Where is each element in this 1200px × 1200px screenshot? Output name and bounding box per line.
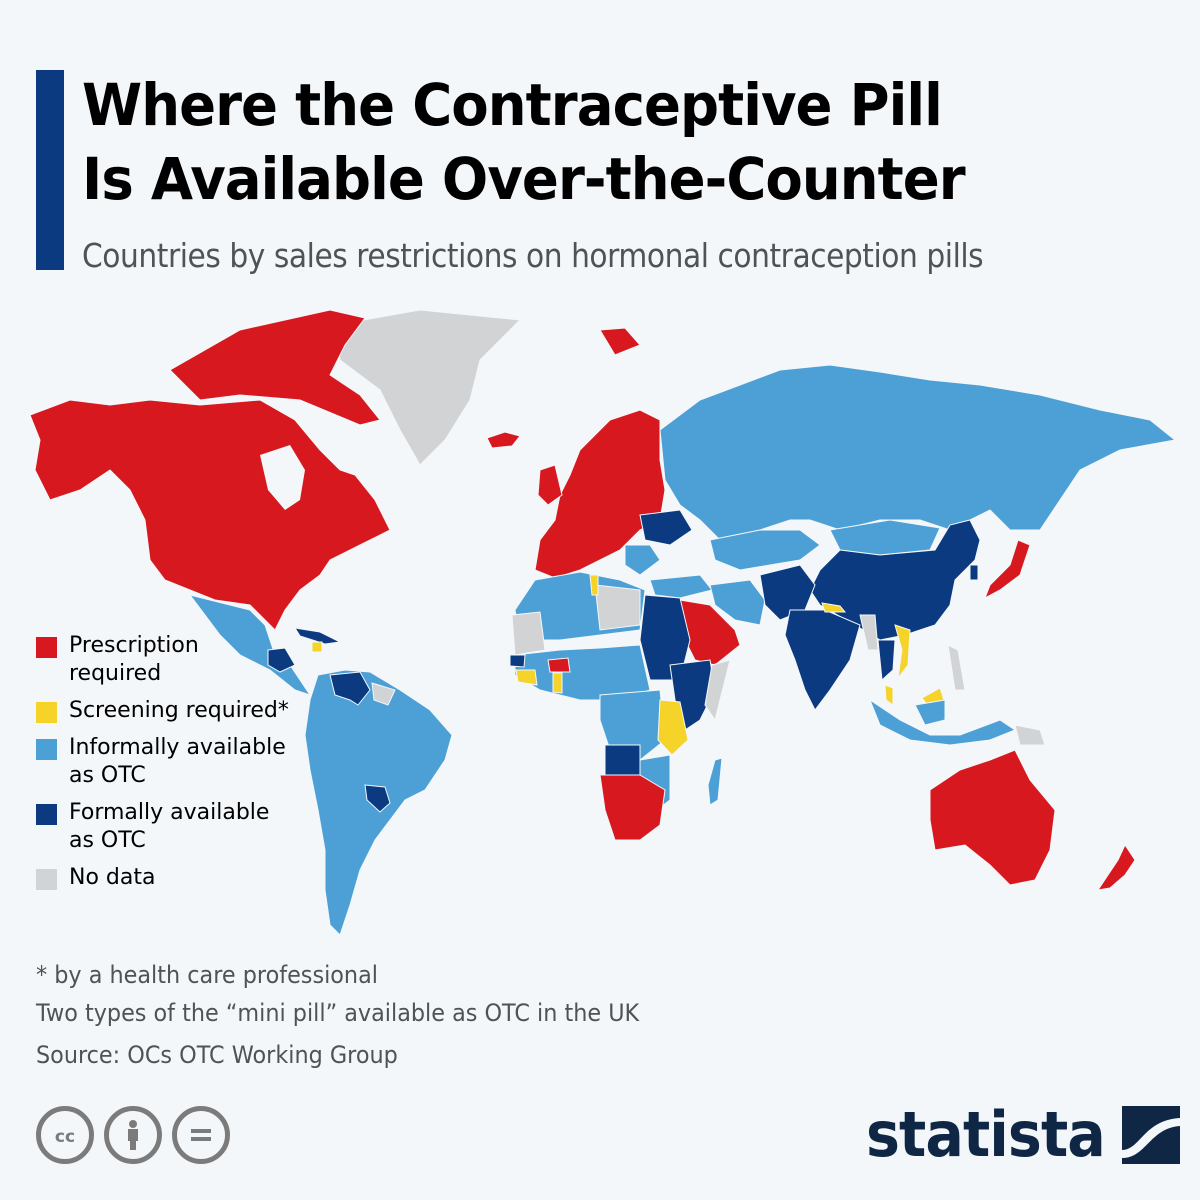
region-borneo [914, 699, 946, 726]
legend-item-informal-otc: Informally available as OTC [36, 734, 289, 790]
region-ghana [552, 672, 563, 694]
page-title: Where the Contraceptive Pill Is Availabl… [82, 68, 966, 216]
license-icons: cc [36, 1106, 230, 1164]
region-jamaica [311, 641, 323, 653]
svg-text:cc: cc [55, 1127, 75, 1147]
region-myanmar [859, 614, 879, 651]
region-madagascar [707, 757, 723, 806]
region-cuba [293, 627, 342, 645]
region-australia [929, 749, 1056, 886]
region-iceland [486, 431, 521, 449]
no-derivatives-icon[interactable] [172, 1106, 230, 1164]
region-turkey [649, 574, 713, 599]
region-tanzania-uganda [657, 699, 689, 756]
region-india [784, 609, 861, 711]
legend-label: Informally available as OTC [69, 735, 286, 788]
region-iran [709, 579, 766, 626]
region-senegal [509, 654, 526, 668]
region-greenland [334, 309, 522, 466]
source-note: Source: OCs OTC Working Group [36, 1041, 398, 1069]
region-canada-arctic [169, 309, 381, 426]
region-malaysia [884, 684, 894, 706]
region-libya-nodata [594, 584, 641, 631]
region-mauritania [511, 611, 546, 656]
map-legend: Prescription required Screening required… [36, 632, 289, 901]
swatch-screening [36, 702, 57, 723]
statista-logo-icon [1121, 1105, 1180, 1164]
legend-label: Prescription required [69, 633, 199, 686]
title-line-1: Where the Contraceptive Pill [82, 71, 943, 139]
page-subtitle: Countries by sales restrictions on hormo… [82, 236, 984, 275]
region-japan [984, 539, 1031, 600]
attribution-icon[interactable] [104, 1106, 162, 1164]
region-philippines [947, 644, 966, 691]
legend-label: Screening required* [69, 698, 289, 723]
uk-note: Two types of the “mini pill” available a… [36, 999, 640, 1027]
region-somalia [704, 659, 731, 722]
swatch-formal-otc [36, 804, 57, 825]
world-map [29, 309, 1177, 936]
swatch-no-data [36, 869, 57, 890]
region-china [809, 519, 981, 641]
region-nepal [821, 602, 847, 613]
legend-label: Formally available as OTC [69, 800, 270, 853]
region-vietnam [894, 624, 911, 680]
region-angola [604, 744, 641, 776]
legend-item-prescription: Prescription required [36, 632, 289, 688]
region-venezuela [329, 671, 371, 706]
region-indonesia [868, 698, 1017, 746]
region-svalbard [599, 327, 641, 356]
region-north-america [29, 399, 391, 631]
region-paraguay [364, 784, 391, 813]
region-guianas [371, 682, 396, 706]
footnote: * by a health care professional [36, 961, 378, 989]
region-uk [537, 464, 563, 506]
region-png [1014, 724, 1046, 746]
region-guatemala [267, 647, 296, 673]
swatch-prescription [36, 637, 57, 658]
region-southern-africa [599, 774, 666, 841]
region-europe [534, 409, 666, 579]
region-new-zealand [1096, 843, 1136, 891]
region-tunisia [589, 574, 599, 596]
legend-label: No data [69, 865, 156, 890]
region-thailand [877, 639, 896, 682]
logo-text: statista [866, 1098, 1106, 1171]
chart-notes: * by a health care professional Two type… [36, 956, 639, 1074]
statista-logo[interactable]: statista [866, 1098, 1180, 1171]
region-ukraine [639, 509, 693, 546]
swatch-informal-otc [36, 739, 57, 760]
region-central-asia [709, 529, 821, 571]
title-line-2: Is Available Over-the-Counter [82, 145, 966, 213]
region-guinea [515, 669, 538, 686]
legend-item-formal-otc: Formally available as OTC [36, 799, 289, 855]
legend-item-screening: Screening required* [36, 697, 289, 725]
region-balkans [624, 544, 661, 576]
region-burkina-faso [547, 657, 571, 673]
region-russia [659, 364, 1177, 541]
title-accent-bar [36, 70, 64, 270]
cc-icon[interactable]: cc [36, 1106, 94, 1164]
legend-item-no-data: No data [36, 864, 289, 892]
region-korea [969, 564, 979, 581]
